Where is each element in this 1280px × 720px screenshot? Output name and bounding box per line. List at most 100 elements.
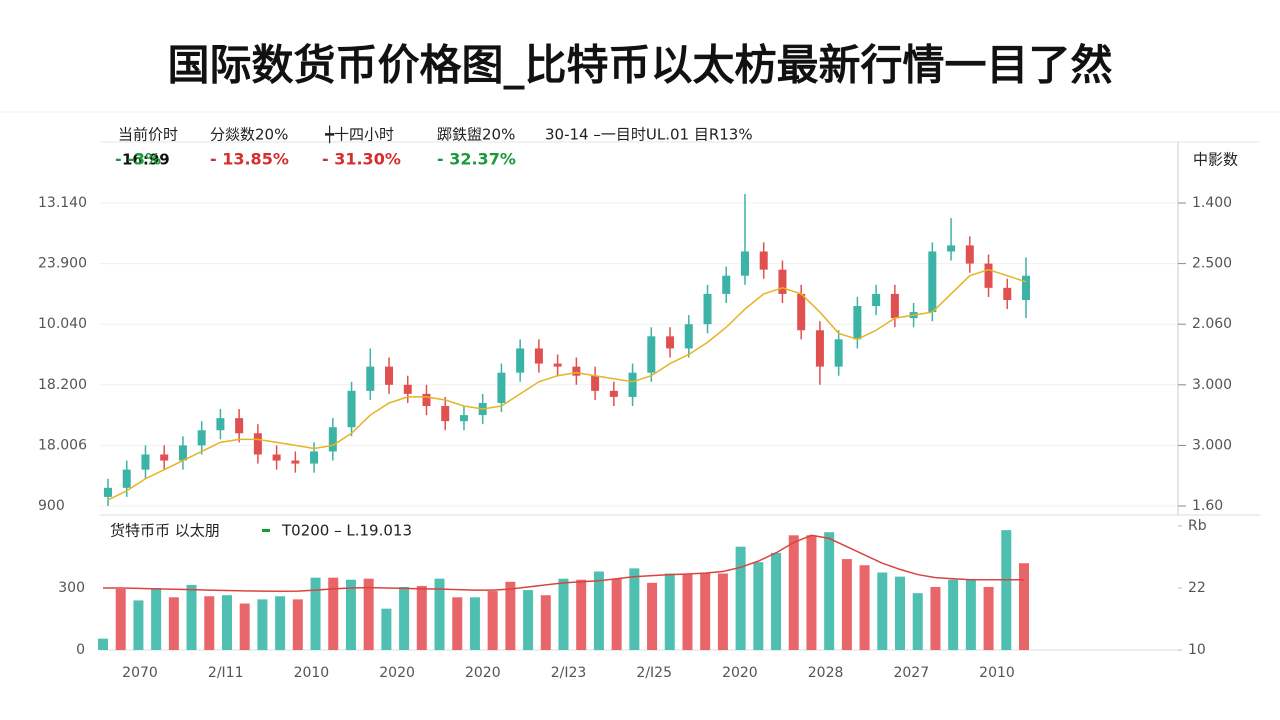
- candle-body: [628, 372, 637, 397]
- y2-tick-label: 3.000: [1192, 437, 1232, 453]
- candle-body: [459, 415, 468, 422]
- change-value: - 32.37%: [437, 150, 516, 169]
- volume-bar: [540, 595, 551, 650]
- candle-body: [797, 293, 806, 331]
- volume-bar: [363, 578, 374, 650]
- candle-body: [197, 430, 206, 446]
- candle-body: [591, 375, 600, 391]
- volume-bar: [593, 571, 604, 650]
- candle-body: [572, 366, 581, 376]
- time-label: 16:99: [122, 151, 170, 169]
- candle-body: [684, 324, 693, 349]
- volume-bar: [328, 577, 339, 650]
- y2-tick-label: 2.060: [1192, 316, 1232, 332]
- candle-body: [291, 460, 300, 464]
- header-item: 分燚数20%: [210, 126, 288, 144]
- volume-bar: [912, 593, 923, 650]
- header-item: 当前价时: [118, 126, 178, 144]
- y-tick-label: 18.200: [38, 377, 87, 393]
- candle-body: [385, 366, 394, 385]
- candle-body: [403, 384, 412, 394]
- volume-bar: [824, 532, 835, 650]
- candle-body: [328, 427, 337, 452]
- volume-bar: [168, 597, 179, 650]
- y-tick-label: 10.040: [38, 316, 87, 332]
- candle-body: [253, 433, 262, 455]
- candle-body: [703, 293, 712, 325]
- volume-bar: [948, 579, 959, 650]
- candle-body: [666, 336, 675, 349]
- x-tick-label: 2010: [979, 665, 1015, 681]
- volume-bar: [717, 573, 728, 650]
- candle-body: [609, 390, 618, 397]
- volume-bar: [788, 535, 799, 650]
- candle-body: [928, 251, 937, 313]
- chart-title: 国际数货币价格图_比特币以太枋最新行情一目了然: [167, 41, 1112, 90]
- volume-tick-label: 300: [58, 580, 85, 596]
- volume-bar: [98, 638, 108, 650]
- volume-y2-tick-label: Rb: [1188, 518, 1207, 534]
- y-tick-label: 18.006: [38, 437, 87, 453]
- x-tick-label: 2020: [722, 665, 758, 681]
- candle-body: [1022, 275, 1030, 300]
- volume-title: 货特币币 以太朋: [110, 522, 220, 540]
- volume-bar: [841, 559, 852, 650]
- y2-tick-label: 2.500: [1192, 256, 1232, 272]
- volume-bar: [700, 572, 711, 650]
- moving-average: [107, 268, 1027, 501]
- volume-bar: [186, 584, 197, 650]
- candle-body: [141, 454, 150, 470]
- x-tick-label: 2028: [808, 665, 844, 681]
- candle-body: [104, 487, 112, 497]
- volume-bar: [257, 599, 268, 650]
- volume-bar: [204, 596, 215, 650]
- volume-bar: [735, 546, 746, 650]
- volume-bar: [629, 568, 640, 650]
- candle-body: [647, 336, 656, 373]
- volume-bar: [682, 574, 693, 650]
- volume-bar: [381, 608, 392, 650]
- volume-tick-label: 0: [76, 642, 85, 658]
- y-tick-label: 13.140: [38, 195, 87, 211]
- candle-body: [834, 339, 843, 367]
- header-item: 30-14 –一目时UL.01 目R13%: [545, 126, 753, 144]
- volume-bar: [469, 597, 480, 650]
- candle-body: [160, 454, 169, 461]
- volume-y2-tick-label: 22: [1188, 580, 1206, 596]
- volume-bar: [487, 591, 498, 650]
- candle-body: [534, 348, 543, 364]
- candle-body: [178, 445, 187, 461]
- volume-bar: [292, 599, 303, 650]
- x-tick-label: 2027: [893, 665, 929, 681]
- candle-body: [778, 269, 787, 294]
- volume-average: [103, 534, 1024, 593]
- candle-body: [422, 393, 431, 407]
- candle-body: [516, 348, 525, 373]
- volume-bar: [239, 603, 250, 650]
- y2-tick-label: 3.000: [1192, 377, 1232, 393]
- candle-body: [984, 263, 993, 288]
- candle-body: [815, 330, 824, 367]
- x-tick-label: 2/I11: [208, 665, 244, 681]
- volume-bar: [877, 572, 888, 650]
- volume-bar: [647, 582, 658, 650]
- volume-bar: [771, 552, 782, 650]
- header-item: 踯鉄盥20%: [437, 126, 515, 144]
- volume-y2-tick-label: 10: [1188, 642, 1206, 658]
- volume-bar: [345, 579, 356, 650]
- candle-body: [965, 245, 974, 264]
- volume-bar: [523, 590, 534, 650]
- candle-body: [441, 406, 450, 422]
- x-tick-label: 2/I23: [551, 665, 587, 681]
- volume-bar: [895, 576, 906, 650]
- volume-bar: [859, 565, 870, 650]
- y2-tick-label: 1.400: [1192, 195, 1232, 211]
- candle-body: [216, 418, 225, 431]
- candle-body: [366, 366, 375, 391]
- candle-body: [890, 293, 899, 319]
- volume-bar: [753, 562, 764, 650]
- candle-body: [497, 372, 506, 403]
- volume-bar: [664, 573, 675, 650]
